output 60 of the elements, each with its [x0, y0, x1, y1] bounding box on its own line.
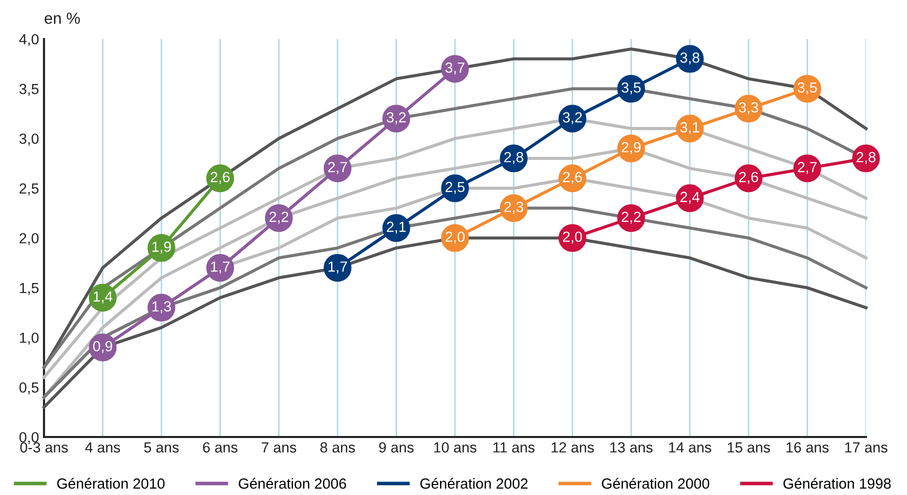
data-label: 2,8 — [856, 152, 876, 164]
y-tick-label: 4,0 — [19, 34, 39, 46]
data-label: 1,4 — [94, 291, 112, 304]
y-tick-label: 0,5 — [19, 382, 39, 394]
y-tick-label: 1,0 — [20, 332, 39, 345]
legend-label: Génération 1998 — [783, 478, 891, 489]
data-label: 2,5 — [446, 182, 465, 194]
data-label: 2,2 — [622, 212, 641, 224]
y-tick-label: 1,5 — [20, 283, 39, 295]
legend-label: Génération 2010 — [57, 478, 165, 489]
data-label: 3,5 — [798, 82, 817, 94]
x-tick-label: 9 ans — [379, 442, 414, 453]
data-label: 3,8 — [680, 52, 700, 65]
data-label: 3,3 — [738, 102, 758, 114]
data-label: 2,7 — [798, 162, 817, 174]
data-label: 3,2 — [386, 112, 406, 124]
x-tick-label: 16 ans — [786, 442, 829, 453]
data-label: 3,1 — [680, 122, 700, 134]
data-label: 1,9 — [152, 242, 171, 254]
x-tick-label: 10 ans — [434, 442, 476, 453]
x-tick-label: 5 ans — [144, 442, 179, 453]
data-label: 2,7 — [328, 162, 347, 174]
y-tick-label: 2,0 — [20, 233, 39, 246]
data-label: 2,8 — [504, 152, 524, 164]
data-label: 2,3 — [504, 202, 524, 214]
data-label: 2,2 — [269, 212, 288, 224]
data-label: 1,3 — [152, 301, 171, 314]
data-label: 2,6 — [739, 172, 758, 184]
x-tick-label: 15 ans — [728, 442, 770, 453]
legend-label: Génération 2002 — [420, 478, 528, 489]
data-label: 2,6 — [563, 172, 582, 184]
data-label: 2,9 — [622, 142, 641, 154]
legend-label: Génération 2006 — [238, 478, 346, 489]
data-label: 3,2 — [562, 112, 582, 124]
x-tick-label: 7 ans — [262, 442, 296, 453]
data-label: 3,7 — [445, 62, 464, 74]
y-tick-label: 3,5 — [19, 84, 39, 96]
data-label: 2,4 — [680, 192, 700, 204]
x-tick-label: 17 ans — [845, 442, 888, 453]
data-label: 1,7 — [328, 262, 347, 274]
x-tick-label: 4 ans — [85, 442, 120, 453]
x-tick-label: 11 ans — [493, 442, 535, 453]
x-tick-label: 14 ans — [669, 442, 712, 453]
data-label: 1,7 — [211, 262, 230, 274]
data-label: 0,9 — [93, 341, 112, 354]
data-label: 3,5 — [622, 82, 641, 94]
y-tick-label: 2,5 — [20, 183, 39, 196]
y-axis-title: en % — [44, 12, 80, 24]
data-label: 2,0 — [563, 232, 582, 244]
x-tick-label: 13 ans — [610, 442, 653, 453]
data-label: 2,1 — [386, 222, 406, 234]
legend-label: Génération 2000 — [602, 478, 710, 489]
x-tick-label: 12 ans — [552, 442, 594, 453]
x-tick-label: 0-3 ans — [20, 442, 68, 453]
x-tick-label: 6 ans — [203, 442, 238, 453]
y-tick-label: 0,0 — [19, 432, 39, 444]
data-label: 2,6 — [210, 172, 230, 184]
x-tick-label: 8 ans — [320, 442, 355, 453]
y-tick-label: 3,0 — [19, 134, 39, 146]
data-label: 2,0 — [446, 232, 465, 244]
